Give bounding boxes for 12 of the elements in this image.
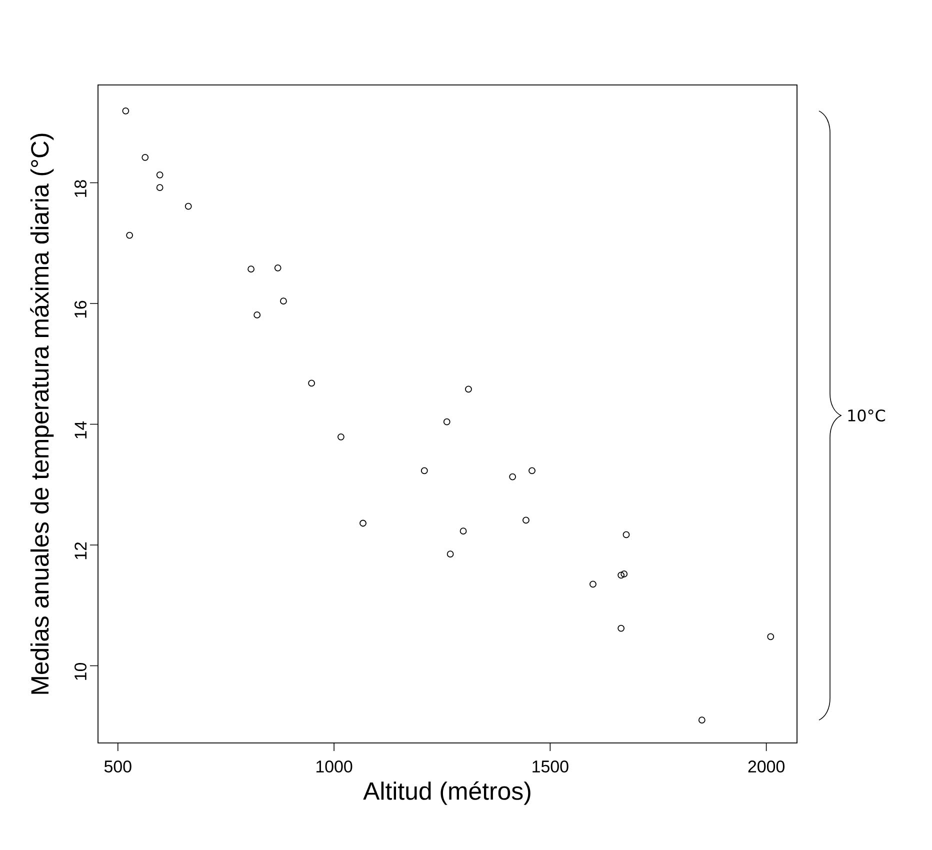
y-axis-title: Medias anuales de temperatura máxima diaria (°C) bbox=[30, 134, 54, 694]
x-tick-label: 1500 bbox=[532, 760, 568, 773]
x-axis-title: Altitud (métros) bbox=[363, 781, 530, 805]
text: 10°C bbox=[848, 409, 886, 422]
y-tick-label: 10 bbox=[74, 662, 86, 680]
y-tick-label: 18 bbox=[74, 180, 86, 197]
y-tick-label: 12 bbox=[74, 542, 86, 560]
y-tick-label: 14 bbox=[74, 421, 86, 438]
x-tick-label: 1000 bbox=[316, 760, 352, 773]
y-tick-label: 16 bbox=[74, 300, 86, 318]
x-tick-label: 2000 bbox=[748, 760, 784, 773]
x-tick-label: 500 bbox=[104, 760, 132, 773]
